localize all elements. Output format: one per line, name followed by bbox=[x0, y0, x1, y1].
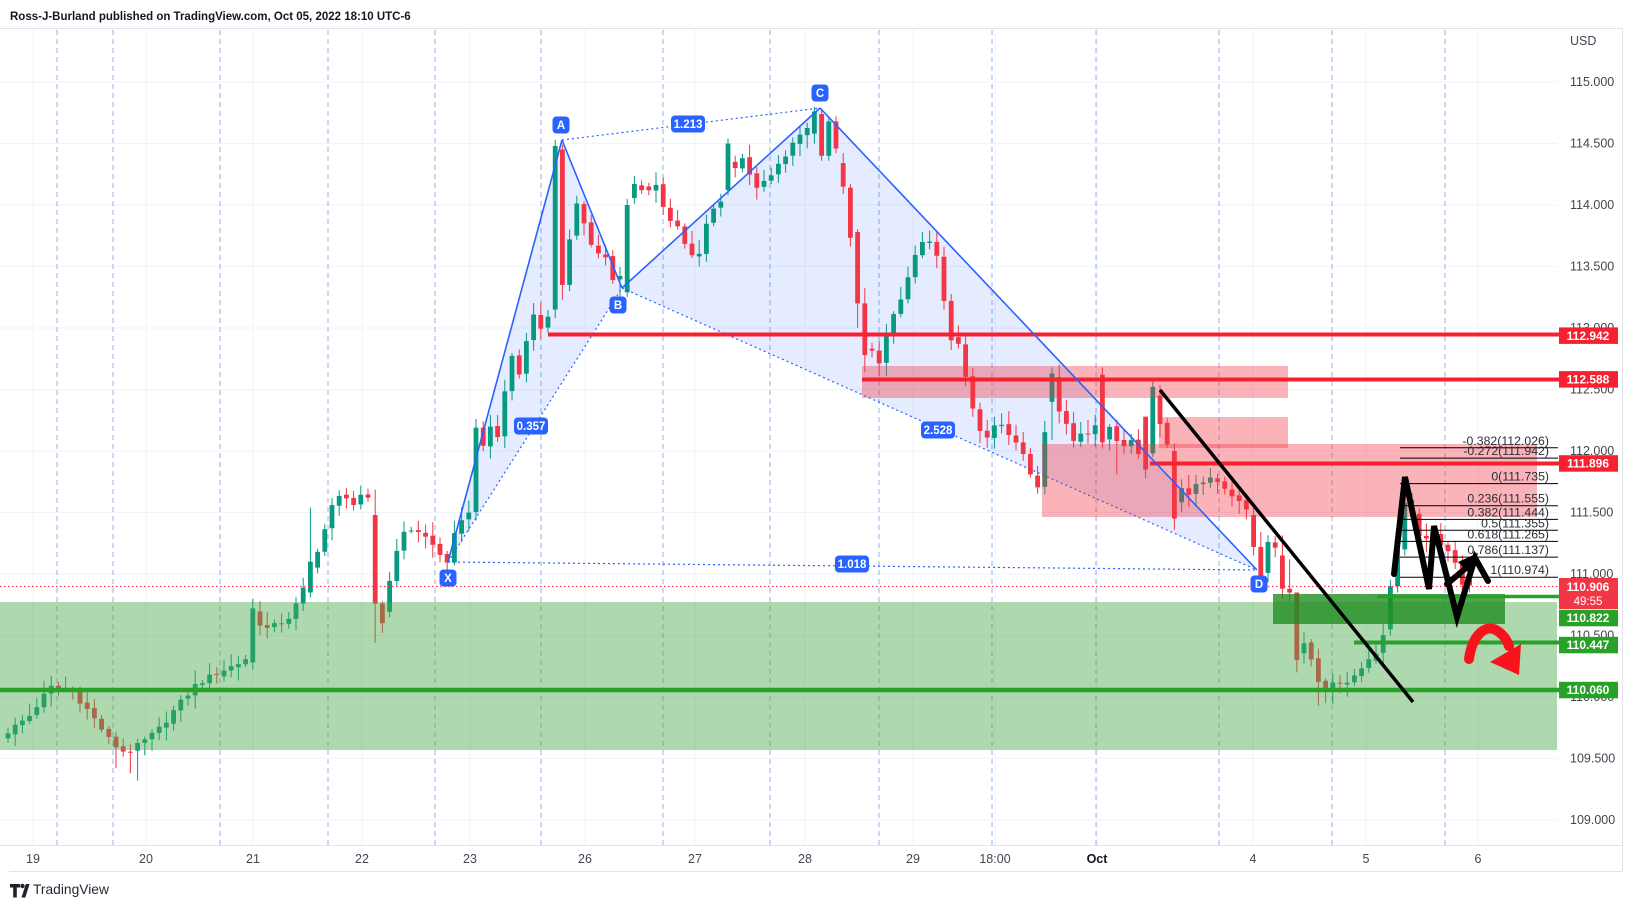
svg-text:0.382(111.444): 0.382(111.444) bbox=[1467, 505, 1549, 519]
svg-text:111.000: 111.000 bbox=[1570, 567, 1613, 581]
svg-text:Ross-J-Burland published on Tr: Ross-J-Burland published on TradingView.… bbox=[10, 11, 411, 23]
svg-text:28: 28 bbox=[798, 852, 812, 866]
svg-text:0(111.735): 0(111.735) bbox=[1491, 470, 1549, 484]
svg-text:6: 6 bbox=[1475, 852, 1482, 866]
svg-text:0.357: 0.357 bbox=[517, 421, 546, 433]
svg-text:4: 4 bbox=[1250, 852, 1257, 866]
svg-text:110.060: 110.060 bbox=[1567, 683, 1610, 697]
svg-text:110.447: 110.447 bbox=[1567, 638, 1610, 652]
svg-text:Oct: Oct bbox=[1087, 852, 1109, 866]
svg-text:0.786(111.137): 0.786(111.137) bbox=[1467, 543, 1549, 557]
svg-text:C: C bbox=[816, 88, 824, 100]
svg-text:1.018: 1.018 bbox=[838, 559, 867, 571]
svg-text:-0.272(111.942): -0.272(111.942) bbox=[1463, 444, 1549, 458]
svg-text:111.896: 111.896 bbox=[1567, 457, 1609, 471]
svg-text:110.822: 110.822 bbox=[1567, 611, 1610, 625]
svg-text:1.213: 1.213 bbox=[674, 119, 703, 131]
svg-text:115.000: 115.000 bbox=[1570, 75, 1614, 89]
svg-text:49:55: 49:55 bbox=[1574, 596, 1603, 608]
svg-text:114.500: 114.500 bbox=[1570, 137, 1614, 151]
svg-text:0.618(111.265): 0.618(111.265) bbox=[1467, 527, 1549, 541]
svg-text:114.000: 114.000 bbox=[1570, 198, 1614, 212]
svg-text:27: 27 bbox=[688, 852, 702, 866]
svg-text:X: X bbox=[444, 573, 452, 585]
svg-text:D: D bbox=[1255, 579, 1263, 591]
svg-text:-0.382(112.026): -0.382(112.026) bbox=[1462, 434, 1549, 448]
svg-text:B: B bbox=[614, 300, 622, 312]
svg-text:TradingView: TradingView bbox=[33, 882, 109, 897]
svg-text:0.5(111.355): 0.5(111.355) bbox=[1481, 516, 1549, 530]
svg-text:18:00: 18:00 bbox=[979, 852, 1010, 866]
svg-text:0.236(111.555): 0.236(111.555) bbox=[1467, 492, 1549, 506]
svg-text:113.500: 113.500 bbox=[1570, 260, 1614, 274]
svg-text:109.000: 109.000 bbox=[1570, 813, 1615, 827]
svg-text:21: 21 bbox=[246, 852, 260, 866]
svg-text:26: 26 bbox=[578, 852, 592, 866]
svg-text:2.528: 2.528 bbox=[924, 425, 953, 437]
svg-text:20: 20 bbox=[139, 852, 153, 866]
svg-text:112.942: 112.942 bbox=[1567, 329, 1610, 343]
svg-text:USD: USD bbox=[1570, 34, 1596, 48]
svg-text:110.906: 110.906 bbox=[1567, 580, 1610, 594]
svg-text:5: 5 bbox=[1363, 852, 1370, 866]
svg-text:29: 29 bbox=[906, 852, 920, 866]
svg-text:1(110.974): 1(110.974) bbox=[1490, 563, 1549, 577]
svg-text:111.500: 111.500 bbox=[1570, 506, 1613, 520]
svg-text:112.588: 112.588 bbox=[1567, 373, 1610, 387]
svg-text:112.000: 112.000 bbox=[1570, 444, 1614, 458]
svg-text:A: A bbox=[557, 120, 565, 132]
svg-text:23: 23 bbox=[463, 852, 477, 866]
svg-text:19: 19 bbox=[26, 852, 40, 866]
svg-text:109.500: 109.500 bbox=[1570, 752, 1615, 766]
svg-text:22: 22 bbox=[355, 852, 369, 866]
